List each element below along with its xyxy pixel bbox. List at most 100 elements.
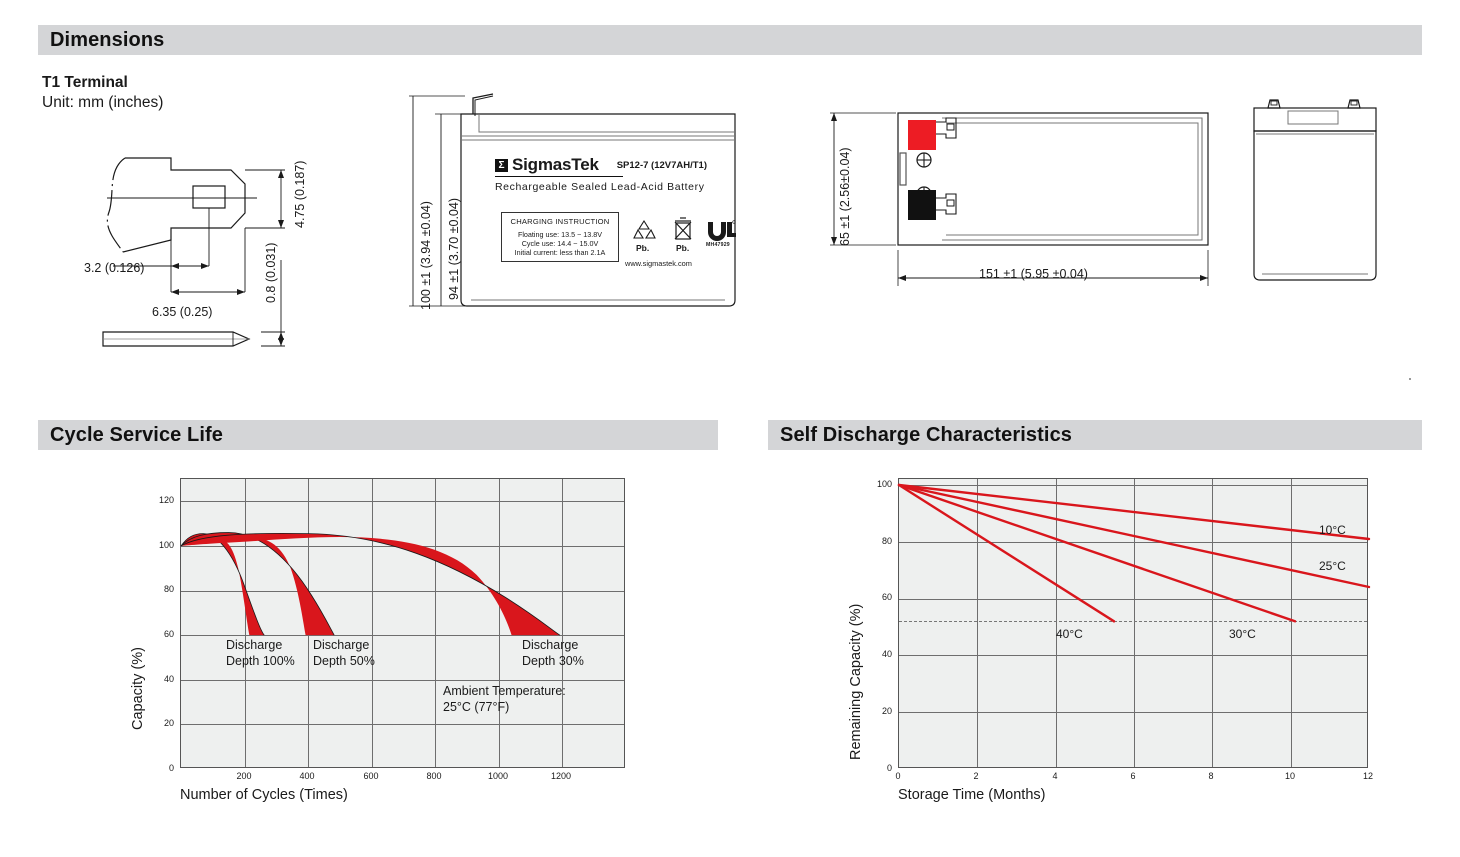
terminal-detail-drawing [102, 157, 285, 347]
sd-grid-y-20 [899, 712, 1367, 714]
unit-note-label: Unit: mm (inches) [42, 94, 164, 111]
sd-ytick-0: 0 [886, 763, 892, 773]
curve-30C [897, 483, 1297, 623]
cycle-ytick-40: 40 [163, 674, 174, 684]
top-width-dim: 65 ±1 (2.56±0.04) [838, 147, 852, 246]
temp-label-30C: 30°C [1229, 627, 1256, 641]
self-discharge-curves [897, 483, 1371, 623]
battery-top-view-drawing [830, 112, 1209, 286]
cycle-ytick-80: 80 [163, 584, 174, 594]
annotation-depth-30: Discharge Depth 30% [522, 638, 584, 669]
curve-band-depth-30 [181, 533, 560, 636]
cycle-xtick-400: 400 [299, 771, 315, 781]
sd-ytick-100: 100 [876, 479, 892, 489]
cycle-x-axis-title: Number of Cycles (Times) [180, 787, 348, 803]
sd-grid-x-2 [977, 479, 979, 767]
charging-line-cycle: Cycle use: 14.4 ~ 15.0V [521, 239, 599, 248]
terminal-offset-dim: 3.2 (0.126) [84, 261, 145, 275]
sd-grid-y-100 [899, 485, 1367, 486]
charging-instruction-box: CHARGING INSTRUCTION Floating use: 13.5 … [501, 212, 619, 262]
website-label: www.sigmastek.com [625, 259, 692, 268]
recycle-pb-label: Pb. [636, 243, 650, 253]
crossed-bin-icon [674, 217, 692, 240]
curve-25C [897, 483, 1371, 589]
sd-xtick-12: 12 [1362, 771, 1373, 781]
cycle-grid-y-80 [181, 590, 624, 592]
sd-grid-y-60 [899, 598, 1367, 600]
temp-label-25C: 25°C [1319, 559, 1346, 573]
sd-ytick-60: 60 [881, 592, 892, 602]
cycle-xtick-200: 200 [236, 771, 252, 781]
battery-front-view-drawing [409, 93, 736, 307]
sd-reference-line-52 [899, 621, 1367, 623]
cycle-xtick-1000: 1000 [487, 771, 509, 781]
self-discharge-plot-area: 10°C 25°C 30°C 40°C [897, 478, 1371, 768]
charging-line-floating: Floating use: 13.5 ~ 13.8V [517, 230, 603, 239]
sd-ytick-40: 40 [881, 649, 892, 659]
terminal-thickness-dim: 0.8 (0.031) [264, 242, 278, 303]
cycle-xtick-1200: 1200 [550, 771, 572, 781]
sd-ytick-80: 80 [881, 536, 892, 546]
battery-description: Rechargeable Sealed Lead-Acid Battery [495, 181, 705, 193]
terminal-type-label: T1 Terminal [42, 74, 128, 91]
section-header-dimensions: Dimensions [38, 25, 1422, 55]
section-title-self-discharge: Self Discharge Characteristics [780, 423, 1073, 446]
sd-grid-x-8 [1212, 479, 1214, 767]
sd-x-axis-title: Storage Time (Months) [898, 787, 1046, 803]
cycle-grid-y-20 [181, 724, 624, 726]
model-number: SP12-7 (12V7AH/T1) [616, 159, 707, 171]
section-title-dimensions: Dimensions [50, 28, 165, 51]
top-length-dim: 151 ±1 (5.95 ±0.04) [979, 267, 1088, 281]
cycle-grid-x-1200 [562, 479, 564, 767]
cycle-grid-y-120 [181, 501, 624, 503]
annotation-ambient-temperature: Ambient Temperature: 25°C (77°F) [443, 684, 566, 715]
cycle-xtick-600: 600 [363, 771, 379, 781]
front-overall-height-dim: 100 ±1 (3.94 ±0.04) [419, 201, 433, 310]
charging-instruction-title: CHARGING INSTRUCTION [510, 217, 610, 226]
cycle-grid-x-1000 [498, 479, 500, 767]
ul-file-number: MH47929 [706, 242, 730, 248]
cycle-grid-x-800 [435, 479, 437, 767]
bin-pb-label: Pb. [676, 243, 690, 253]
brand-name: SigmasTek [512, 155, 599, 174]
temp-label-10C: 10°C [1319, 523, 1346, 537]
terminal-width-dim: 6.35 (0.25) [152, 305, 213, 319]
cycle-life-curves [181, 479, 626, 769]
cycle-ytick-120: 120 [158, 495, 174, 505]
cycle-xtick-800: 800 [426, 771, 442, 781]
sd-xtick-2: 2 [973, 771, 979, 781]
annotation-depth-100: Discharge Depth 100% [226, 638, 295, 669]
curve-outline-depth-30 [181, 533, 560, 635]
curve-40C [897, 483, 1116, 623]
sd-ytick-20: 20 [881, 706, 892, 716]
sd-grid-x-4 [1055, 479, 1057, 767]
sd-grid-x-10 [1290, 479, 1292, 767]
ul-mark-icon [708, 220, 736, 241]
curve-outline-depth-100 [181, 534, 264, 635]
section-header-self-discharge: Self Discharge Characteristics [768, 420, 1422, 450]
annotation-depth-50: Discharge Depth 50% [313, 638, 375, 669]
sd-grid-y-40 [899, 655, 1367, 657]
sd-xtick-4: 4 [1052, 771, 1058, 781]
cycle-ytick-100: 100 [158, 540, 174, 550]
cycle-life-plot-area: Discharge Depth 100% Discharge Depth 50%… [180, 478, 625, 768]
battery-label-block: Σ SigmasTek SP12-7 (12V7AH/T1) Rechargea… [495, 155, 730, 193]
sigma-logo-icon: Σ [495, 158, 508, 172]
sd-xtick-0: 0 [895, 771, 901, 781]
cycle-grid-x-600 [371, 479, 373, 767]
recycle-icon [633, 219, 656, 239]
front-container-height-dim: 94 ±1 (3.70 ±0.04) [447, 198, 461, 300]
cycle-y-axis-title: Capacity (%) [130, 647, 146, 730]
cycle-ytick-20: 20 [163, 718, 174, 728]
page-dot [1409, 378, 1411, 380]
sd-xtick-6: 6 [1130, 771, 1136, 781]
cycle-grid-y-40 [181, 679, 624, 681]
sd-y-axis-title: Remaining Capacity (%) [848, 603, 864, 760]
cycle-ytick-60: 60 [163, 629, 174, 639]
section-title-cycle-life: Cycle Service Life [50, 423, 224, 446]
section-header-cycle-life: Cycle Service Life [38, 420, 718, 450]
curve-outline-depth-50 [181, 533, 334, 636]
terminal-height-dim: 4.75 (0.187) [293, 160, 307, 228]
curve-10C [897, 483, 1371, 541]
